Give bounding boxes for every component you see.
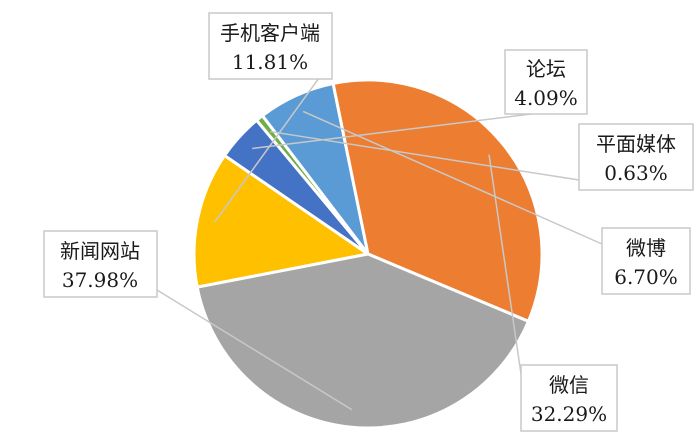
label-name-forum: 论坛 (526, 57, 566, 81)
label-name-news-website: 新闻网站 (60, 239, 140, 263)
leader-line-news-website (156, 289, 353, 411)
label-weibo: 微博 6.70% (601, 227, 691, 295)
leader-line-forum (252, 113, 532, 150)
leader-line-wechat (488, 154, 522, 375)
label-name-wechat: 微信 (549, 373, 589, 397)
label-box-news-website (43, 230, 158, 298)
label-forum: 论坛 4.09% (504, 49, 588, 115)
label-pct-mobile-client: 11.81% (232, 50, 308, 74)
pie-slices (192, 78, 544, 430)
label-box-print-media (578, 123, 694, 191)
leader-line-weibo (302, 110, 603, 245)
label-print-media: 平面媒体 0.63% (578, 123, 694, 191)
label-box-forum (504, 49, 588, 115)
label-box-weibo (601, 227, 691, 295)
label-news-website: 新闻网站 37.98% (43, 230, 158, 298)
label-box-mobile-client (208, 12, 333, 80)
label-name-weibo: 微博 (626, 236, 666, 260)
label-pct-print-media: 0.63% (604, 161, 668, 185)
slice-labels: 手机客户端 11.81% 论坛 4.09% 平面媒体 0.63% 微博 6.70… (43, 12, 694, 432)
leader-line-print-media (270, 130, 580, 181)
label-name-mobile-client: 手机客户端 (220, 21, 320, 45)
leader-lines (156, 59, 603, 411)
label-pct-weibo: 6.70% (614, 265, 678, 289)
label-wechat: 微信 32.29% (520, 364, 618, 432)
label-pct-forum: 4.09% (514, 86, 578, 110)
leader-line-mobile-client (214, 59, 333, 223)
pie-slice-news-website (195, 252, 531, 430)
label-pct-news-website: 37.98% (62, 268, 138, 292)
label-pct-wechat: 32.29% (531, 402, 607, 426)
pie-slice-mobile-client (192, 153, 372, 289)
label-mobile-client: 手机客户端 11.81% (208, 12, 333, 80)
label-box-wechat (520, 364, 618, 432)
label-name-print-media: 平面媒体 (596, 132, 676, 156)
